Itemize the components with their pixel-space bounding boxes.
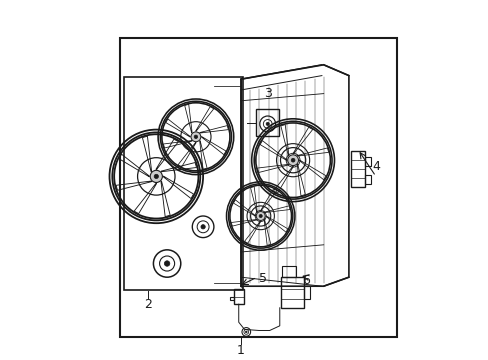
Circle shape — [191, 132, 201, 142]
Bar — [350, 151, 365, 187]
Bar — [365, 157, 370, 166]
Text: 6: 6 — [301, 274, 309, 287]
Circle shape — [265, 122, 269, 126]
Circle shape — [256, 212, 264, 220]
Bar — [233, 289, 244, 304]
Circle shape — [258, 214, 262, 218]
Text: 4: 4 — [371, 160, 379, 173]
Bar — [123, 77, 242, 290]
Circle shape — [164, 261, 169, 266]
Circle shape — [291, 158, 294, 162]
Circle shape — [194, 135, 197, 139]
Circle shape — [201, 225, 205, 229]
Bar — [365, 175, 370, 184]
Text: 2: 2 — [144, 298, 152, 311]
Circle shape — [154, 174, 158, 179]
Circle shape — [245, 331, 246, 333]
Circle shape — [150, 170, 162, 183]
Bar — [256, 109, 279, 136]
Circle shape — [259, 215, 262, 217]
Bar — [303, 287, 310, 299]
Circle shape — [287, 155, 298, 166]
Text: 3: 3 — [264, 87, 271, 100]
Bar — [230, 297, 233, 300]
Text: 1: 1 — [237, 345, 244, 357]
Circle shape — [290, 158, 295, 163]
Text: 5: 5 — [258, 273, 266, 285]
Bar — [280, 277, 303, 308]
Bar — [282, 266, 296, 277]
Bar — [120, 38, 397, 337]
